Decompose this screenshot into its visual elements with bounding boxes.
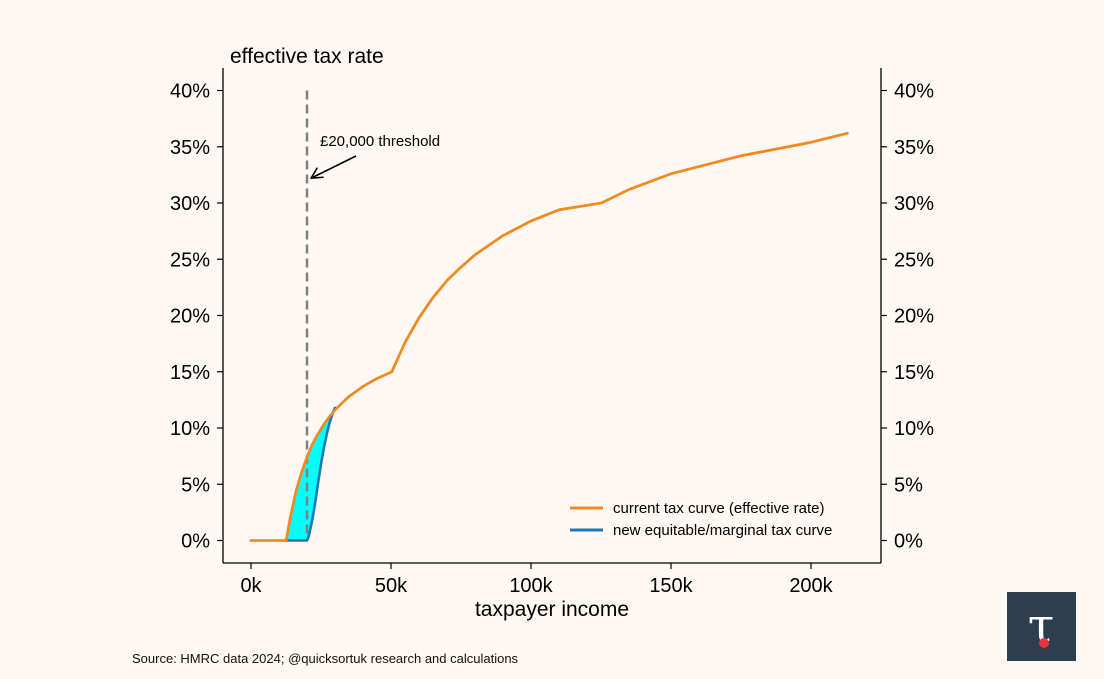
y-tick-label-right: 25% bbox=[894, 249, 934, 271]
annotation: £20,000 threshold bbox=[310, 133, 440, 180]
annotation-arrow-head bbox=[310, 167, 324, 180]
y-tick-label-left: 35% bbox=[170, 137, 210, 159]
y-tick-label-right: 30% bbox=[894, 193, 934, 215]
shaded-gap-area bbox=[286, 407, 335, 541]
y-tick-label-left: 40% bbox=[170, 81, 210, 103]
y-tick-label-right: 40% bbox=[894, 81, 934, 103]
y-tick-label-left: 20% bbox=[170, 306, 210, 328]
legend: current tax curve (effective rate) new eq… bbox=[570, 500, 832, 539]
y-tick-label-left: 0% bbox=[181, 531, 210, 553]
y-tick-label-right: 20% bbox=[894, 306, 934, 328]
x-axis-title: taxpayer income bbox=[475, 598, 629, 621]
y-tick-label-left: 30% bbox=[170, 193, 210, 215]
current-tax-line bbox=[249, 131, 849, 542]
y-tick-label-right: 5% bbox=[894, 474, 923, 496]
source-note: Source: HMRC data 2024; @quicksortuk res… bbox=[132, 651, 519, 666]
tau-logo-icon: τ bbox=[1028, 598, 1055, 654]
x-tick-label: 50k bbox=[375, 575, 408, 597]
logo-accent-dot bbox=[1039, 638, 1049, 648]
ticks: 0% 0% 5% 5% 10% 10% 15% 15% 20% 20% 25% 25% 30% 30% 35… bbox=[170, 81, 934, 598]
y-tick-label-left: 10% bbox=[170, 418, 210, 440]
x-tick-label: 150k bbox=[649, 575, 693, 597]
y-axis-title: effective tax rate bbox=[230, 45, 384, 68]
y-tick-label-left: 25% bbox=[170, 249, 210, 271]
x-tick-label: 0k bbox=[240, 575, 262, 597]
new-tax-line bbox=[284, 406, 337, 542]
brand-logo: τ bbox=[1007, 592, 1076, 661]
threshold-annotation-text: £20,000 threshold bbox=[320, 133, 440, 150]
y-tick-label-right: 10% bbox=[894, 418, 934, 440]
y-tick-label-left: 5% bbox=[181, 474, 210, 496]
y-tick-label-right: 35% bbox=[894, 137, 934, 159]
x-tick-label: 200k bbox=[789, 575, 833, 597]
current-tax-line-overlay bbox=[249, 131, 849, 542]
plot-area bbox=[249, 90, 849, 542]
annotation-arrow-shaft bbox=[312, 155, 357, 178]
legend-label: current tax curve (effective rate) bbox=[613, 500, 824, 517]
x-tick-label: 100k bbox=[509, 575, 553, 597]
y-tick-label-right: 15% bbox=[894, 362, 934, 384]
y-tick-label-left: 15% bbox=[170, 362, 210, 384]
y-tick-label-right: 0% bbox=[894, 531, 923, 553]
legend-label: new equitable/marginal tax curve bbox=[613, 522, 832, 539]
